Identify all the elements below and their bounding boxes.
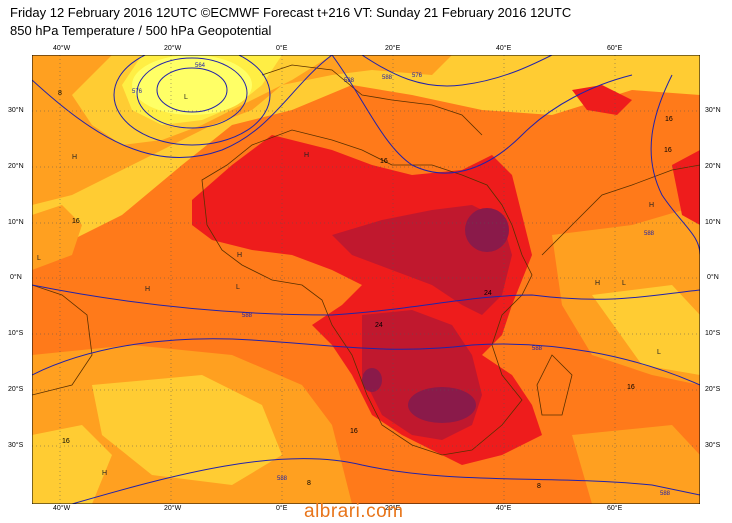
bottom-lon-label: 20°W (164, 505, 182, 512)
cool-zone-southwest (92, 375, 282, 485)
africa-coastline (201, 129, 533, 456)
extreme-core-southwest (362, 368, 382, 392)
arabia-coastline (541, 164, 700, 256)
geo-label-1: 564 (195, 63, 206, 69)
bottom-lon-label: 20°E (385, 505, 401, 512)
geopotential-contours (32, 55, 700, 504)
pressure-mark-2: H (72, 154, 77, 161)
pressure-mark-3: H (237, 252, 242, 259)
top-lon-label: 0°E (276, 45, 288, 52)
left-lat-label: 30°S (8, 442, 24, 449)
mild-band-southeast (572, 425, 700, 504)
left-lat-label: 10°N (8, 219, 24, 226)
geo-label-3: 588 (344, 78, 355, 84)
extreme-core-south (408, 387, 476, 423)
bottom-lon-label: 60°E (607, 505, 623, 512)
temp-label-4: 16 (665, 116, 673, 123)
geo-label-9: 588 (277, 476, 288, 482)
pressure-mark-6: L (236, 284, 240, 291)
mediterranean-coastline (261, 64, 483, 136)
geo-label-7: 588 (532, 346, 543, 352)
watermark: albrari.com (304, 501, 404, 522)
map-canvas: 564 576 588 588 576 588 588 588 588 588 … (32, 55, 700, 504)
right-lat-label: 30°S (705, 442, 721, 449)
left-lat-label: 30°N (8, 107, 24, 114)
geo-label-5: 576 (412, 73, 423, 79)
pressure-mark-1: L (184, 94, 188, 101)
right-lat-label: 20°S (705, 386, 721, 393)
temp-label-12: 16 (62, 438, 70, 445)
right-lat-label: 10°N (705, 219, 721, 226)
right-lat-label: 20°N (705, 163, 721, 170)
cold-core-northwest (132, 55, 252, 115)
extreme-core-east-africa (465, 208, 509, 252)
cool-zone-far-southwest (32, 425, 112, 504)
forecast-map: 564 576 588 588 576 588 588 588 588 588 … (32, 55, 700, 504)
temp-label-10: 8 (307, 480, 311, 487)
top-lon-label: 60°E (607, 45, 623, 52)
pressure-mark-10: L (657, 349, 661, 356)
left-lat-label: 20°N (8, 163, 24, 170)
graticule (32, 55, 700, 504)
hot-region-middle-east (572, 85, 632, 115)
temp-label-8: 16 (627, 384, 635, 391)
bottom-lon-label: 40°W (53, 505, 71, 512)
chart-subtitle: 850 hPa Temperature / 500 hPa Geopotenti… (10, 23, 272, 38)
left-lat-label: 20°S (8, 386, 24, 393)
temp-label-6: 24 (484, 290, 492, 297)
top-lon-label: 40°E (496, 45, 512, 52)
geo-label-10: 588 (660, 491, 671, 497)
top-lon-label: 40°W (53, 45, 71, 52)
temp-label-3: 16 (380, 158, 388, 165)
pressure-marks: L H H H H L H L H L H L (37, 94, 661, 477)
pressure-mark-7: H (595, 280, 600, 287)
left-lat-label: 0°N (10, 274, 22, 281)
right-lat-label: 30°N (705, 107, 721, 114)
mild-patch-west (32, 205, 82, 270)
cool-zone-east (592, 285, 700, 375)
temp-label-9: 16 (350, 428, 358, 435)
geo-label-8: 588 (644, 231, 655, 237)
temp-label-1: 8 (58, 90, 62, 97)
bottom-lon-label: 0°E (276, 505, 288, 512)
pressure-mark-9: H (649, 202, 654, 209)
top-lon-label: 20°E (385, 45, 401, 52)
geo-label-6: 588 (242, 313, 253, 319)
temp-label-5: 16 (664, 147, 672, 154)
geo-label-4: 588 (382, 75, 393, 81)
chart-title: Friday 12 February 2016 12UTC ©ECMWF For… (10, 5, 572, 20)
geopotential-labels: 564 576 588 588 576 588 588 588 588 588 (132, 63, 671, 497)
pressure-mark-4: H (145, 286, 150, 293)
right-lat-label: 10°S (705, 330, 721, 337)
temperature-labels: 8 16 16 16 16 24 24 16 16 8 8 16 (58, 90, 673, 490)
top-lon-label: 20°W (164, 45, 182, 52)
pressure-mark-5: H (304, 152, 309, 159)
pressure-mark-11: H (102, 470, 107, 477)
geo-label-2: 576 (132, 89, 143, 95)
left-lat-label: 10°S (8, 330, 24, 337)
temp-label-7: 24 (375, 322, 383, 329)
pressure-mark-12: L (37, 255, 41, 262)
pressure-mark-8: L (622, 280, 626, 287)
south-america-coastline (32, 284, 93, 396)
temp-label-2: 16 (72, 218, 80, 225)
temp-label-11: 8 (537, 483, 541, 490)
right-lat-label: 0°N (707, 274, 719, 281)
bottom-lon-label: 40°E (496, 505, 512, 512)
madagascar-coastline (536, 354, 573, 416)
